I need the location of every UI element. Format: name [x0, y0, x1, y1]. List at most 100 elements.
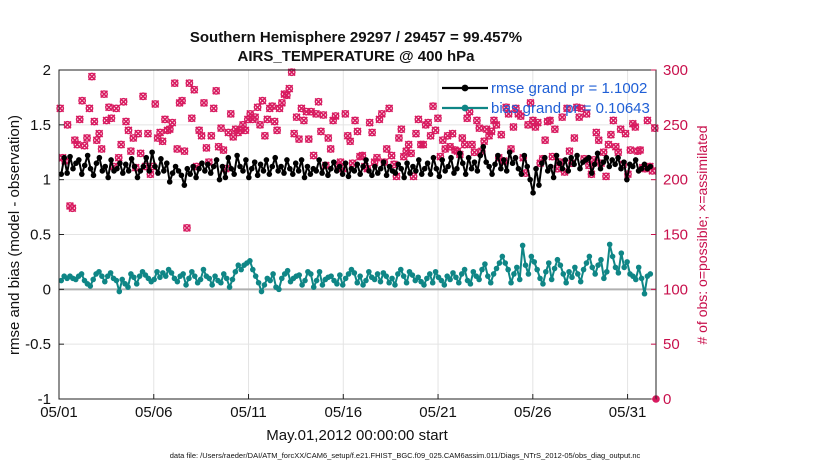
obs-assimilated-cross [136, 149, 145, 158]
obs-possible-circle [251, 113, 260, 122]
obs-assimilated-cross [304, 135, 313, 144]
bias-point [342, 275, 349, 282]
obs-possible-circle [95, 129, 104, 138]
obs-assimilated-cross [385, 104, 394, 113]
obs-assimilated-cross [178, 96, 187, 105]
rmse-point [292, 160, 299, 167]
obs-possible-circle [575, 113, 584, 122]
obs-assimilated-cross [312, 109, 321, 118]
rmse-point [166, 179, 173, 185]
obs-marker [212, 86, 221, 95]
rmse-point [398, 165, 405, 172]
obs-assimilated-cross [414, 115, 423, 124]
obs-possible-circle [183, 224, 191, 232]
bias-point [249, 266, 256, 273]
obs-possible-circle [173, 145, 182, 153]
obs-possible-circle [85, 104, 94, 113]
obs-possible-circle [594, 136, 603, 145]
rmse-point [313, 168, 320, 174]
rmse-point [377, 165, 384, 172]
rmse-point [122, 161, 129, 168]
rmse-point [260, 168, 267, 174]
obs-assimilated-cross [97, 144, 106, 153]
bias-point [313, 277, 320, 284]
obs-assimilated-cross [558, 113, 567, 122]
rmse-point [483, 159, 490, 165]
rmse-point [506, 149, 513, 156]
rmse-point [295, 168, 302, 174]
bias-point [157, 274, 163, 281]
obs-possible-circle [409, 172, 418, 181]
y-left-tick-label: 2 [43, 62, 51, 79]
obs-possible-circle [407, 149, 416, 158]
rmse-point [380, 159, 387, 165]
obs-possible-circle [207, 131, 216, 140]
obs-marker [200, 98, 208, 107]
bias-point [131, 274, 137, 281]
rmse-point [638, 165, 645, 172]
obs-assimilated-cross [126, 147, 135, 156]
rmse-point [93, 160, 100, 167]
rmse-point [489, 171, 495, 177]
rmse-point [539, 160, 545, 167]
rmse-point [70, 165, 76, 172]
rmse-point [336, 163, 343, 170]
bias-point [426, 271, 433, 277]
obs-marker [112, 104, 121, 113]
rmse-point [547, 163, 554, 170]
obs-marker [373, 153, 381, 162]
rmse-point [451, 170, 457, 176]
bias-point [461, 266, 468, 273]
obs-marker [533, 118, 542, 127]
obs-marker [217, 124, 226, 133]
bias-point [615, 270, 622, 276]
obs-possible-circle [151, 100, 160, 108]
rmse-point [284, 157, 290, 163]
obs-assimilated-cross [170, 79, 179, 88]
obs-marker [219, 146, 228, 155]
bias-point [337, 272, 343, 278]
bias-point [633, 276, 639, 283]
bias-point [432, 268, 439, 275]
rmse-point [647, 163, 654, 170]
rmse-point [331, 159, 337, 165]
obs-assimilated-cross [331, 112, 340, 121]
bias-point [319, 282, 326, 288]
bias-point [638, 275, 645, 282]
rmse-point [64, 170, 70, 176]
obs-assimilated-cross [365, 118, 374, 127]
rmse-point [178, 172, 185, 179]
obs-assimilated-cross [329, 116, 338, 125]
obs-assimilated-cross [643, 116, 652, 125]
bias-point [113, 277, 120, 284]
obs-assimilated-cross [470, 148, 479, 157]
rmse-point [386, 163, 393, 170]
bias-point [334, 281, 340, 287]
bias-point [252, 273, 259, 279]
obs-assimilated-cross [282, 91, 291, 100]
bias-point [551, 265, 558, 272]
obs-marker [382, 144, 391, 153]
obs-marker [419, 140, 428, 149]
rmse-point [629, 163, 636, 170]
rmse-point [269, 163, 276, 170]
bias-point [560, 271, 567, 277]
rmse-point [544, 168, 551, 174]
obs-marker [324, 134, 333, 142]
obs-possible-circle [190, 85, 199, 94]
obs-possible-circle [524, 120, 532, 129]
bias-point [339, 282, 346, 288]
obs-assimilated-cross [582, 109, 591, 118]
obs-marker [385, 104, 394, 113]
obs-marker [270, 117, 279, 126]
obs-assimilated-cross [541, 136, 550, 145]
obs-possible-circle [533, 118, 542, 127]
obs-possible-circle [599, 148, 608, 157]
obs-possible-circle [460, 140, 469, 149]
obs-marker [368, 128, 377, 137]
rmse-point [568, 154, 574, 161]
bias-point [229, 276, 236, 283]
obs-possible-circle [268, 102, 277, 111]
rmse-point [471, 159, 478, 165]
obs-possible-circle [426, 131, 435, 140]
